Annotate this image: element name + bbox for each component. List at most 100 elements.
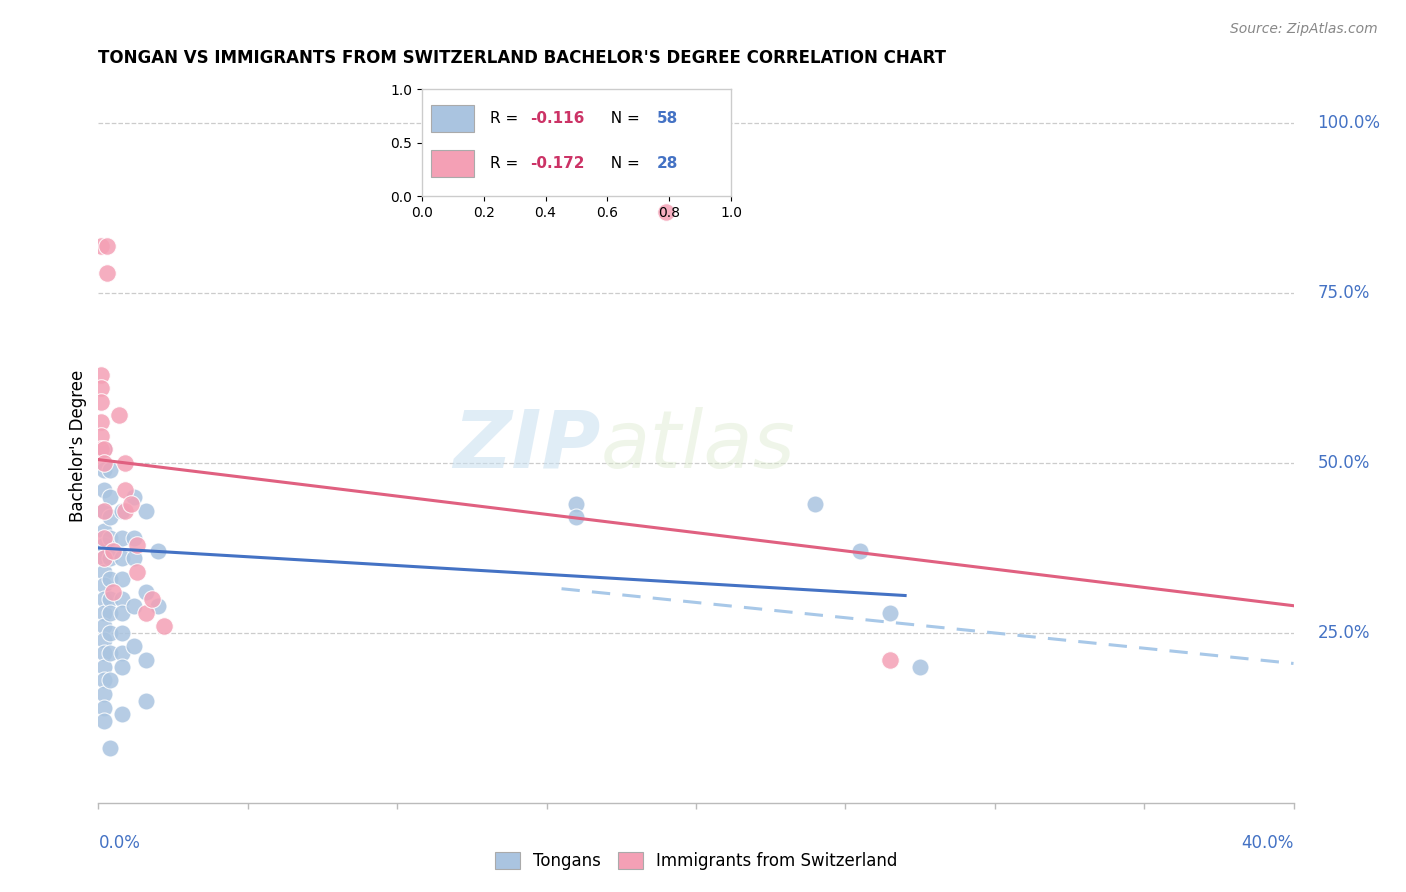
Point	[93, 673, 115, 688]
Point	[98, 572, 122, 586]
Point	[93, 551, 115, 566]
Point	[93, 646, 115, 660]
Point	[90, 429, 112, 443]
Point	[93, 537, 115, 551]
Text: Source: ZipAtlas.com: Source: ZipAtlas.com	[1230, 22, 1378, 37]
Point	[93, 442, 115, 457]
Point	[111, 551, 134, 566]
Point	[124, 551, 146, 566]
Point	[124, 531, 146, 545]
Point	[93, 531, 115, 545]
Point	[879, 653, 901, 667]
Point	[93, 591, 115, 606]
Point	[148, 544, 170, 558]
Point	[655, 204, 678, 219]
Point	[135, 503, 157, 517]
Point	[153, 619, 176, 633]
Point	[135, 694, 157, 708]
FancyBboxPatch shape	[432, 105, 474, 132]
Point	[93, 619, 115, 633]
Point	[90, 368, 112, 382]
Point	[141, 591, 163, 606]
Point	[111, 626, 134, 640]
Point	[93, 700, 115, 714]
Text: -0.116: -0.116	[530, 112, 585, 126]
Point	[565, 497, 588, 511]
Point	[93, 578, 115, 592]
Text: 40.0%: 40.0%	[1241, 834, 1294, 852]
Point	[98, 741, 122, 756]
Text: R =: R =	[489, 112, 523, 126]
Point	[135, 606, 157, 620]
Point	[103, 544, 125, 558]
Point	[111, 606, 134, 620]
Point	[135, 585, 157, 599]
Text: -0.172: -0.172	[530, 156, 585, 171]
Point	[120, 497, 142, 511]
Point	[124, 599, 146, 613]
Text: 75.0%: 75.0%	[1317, 284, 1369, 302]
Point	[93, 660, 115, 674]
Point	[93, 551, 115, 566]
Point	[98, 646, 122, 660]
Point	[93, 442, 115, 457]
Point	[111, 503, 134, 517]
FancyBboxPatch shape	[432, 150, 474, 177]
Point	[111, 646, 134, 660]
Text: atlas: atlas	[600, 407, 796, 485]
Point	[98, 510, 122, 524]
Text: N =: N =	[602, 112, 645, 126]
Text: 58: 58	[657, 112, 678, 126]
Point	[93, 503, 115, 517]
Legend: Tongans, Immigrants from Switzerland: Tongans, Immigrants from Switzerland	[488, 845, 904, 877]
Text: 28: 28	[657, 156, 678, 171]
Text: TONGAN VS IMMIGRANTS FROM SWITZERLAND BACHELOR'S DEGREE CORRELATION CHART: TONGAN VS IMMIGRANTS FROM SWITZERLAND BA…	[98, 49, 946, 67]
Point	[111, 660, 134, 674]
Point	[90, 381, 112, 395]
Point	[124, 490, 146, 504]
Point	[127, 565, 149, 579]
Point	[98, 551, 122, 566]
Point	[93, 565, 115, 579]
Point	[114, 483, 136, 498]
Point	[90, 394, 112, 409]
Point	[111, 707, 134, 722]
Point	[565, 510, 588, 524]
Point	[127, 537, 149, 551]
Point	[93, 687, 115, 701]
Point	[135, 653, 157, 667]
Point	[98, 606, 122, 620]
Point	[98, 673, 122, 688]
Point	[98, 591, 122, 606]
Point	[93, 463, 115, 477]
Point	[148, 599, 170, 613]
Point	[114, 456, 136, 470]
Point	[804, 497, 827, 511]
Text: ZIP: ZIP	[453, 407, 600, 485]
Point	[849, 544, 872, 558]
Point	[90, 442, 112, 457]
Y-axis label: Bachelor's Degree: Bachelor's Degree	[69, 370, 87, 522]
Point	[111, 531, 134, 545]
Point	[98, 626, 122, 640]
Point	[93, 483, 115, 498]
Point	[124, 640, 146, 654]
Text: R =: R =	[489, 156, 523, 171]
Point	[93, 456, 115, 470]
Point	[93, 714, 115, 729]
Point	[93, 503, 115, 517]
Text: 100.0%: 100.0%	[1317, 114, 1381, 132]
Point	[96, 266, 118, 280]
Point	[96, 238, 118, 252]
Point	[93, 524, 115, 538]
Point	[103, 585, 125, 599]
Point	[879, 606, 901, 620]
Text: 25.0%: 25.0%	[1317, 624, 1369, 642]
Text: 50.0%: 50.0%	[1317, 454, 1369, 472]
Text: N =: N =	[602, 156, 645, 171]
Point	[98, 490, 122, 504]
Point	[98, 531, 122, 545]
Point	[90, 415, 112, 429]
Point	[90, 238, 112, 252]
Text: 0.0%: 0.0%	[98, 834, 141, 852]
